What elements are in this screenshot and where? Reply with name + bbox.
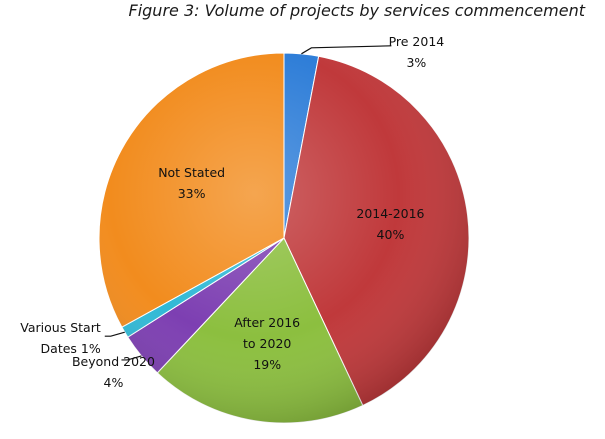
slice-label-pre-2014: Pre 2014 3% (389, 34, 445, 70)
leader-line-pre-2014 (301, 45, 392, 55)
slice-label-after-2016-to-2020: After 2016 to 2020 19% (234, 315, 300, 372)
slice-label-2014-2016: 2014-2016 40% (356, 206, 424, 242)
leader-lines (104, 45, 392, 361)
leader-line-various-start-dates-1 (104, 331, 125, 337)
leader-line-beyond-2020 (121, 355, 142, 361)
slice-label-not-stated: Not Stated 33% (158, 165, 225, 201)
slice-label-various-start-dates-1: Various Start Dates 1% (20, 320, 101, 356)
slice-label-beyond-2020: Beyond 2020 4% (72, 354, 155, 390)
chart-title: Figure 3: Volume of projects by services… (128, 1, 586, 20)
slice-labels: Pre 2014 3% 2014-2016 40% After 2016 to 2020 1… (20, 34, 444, 390)
